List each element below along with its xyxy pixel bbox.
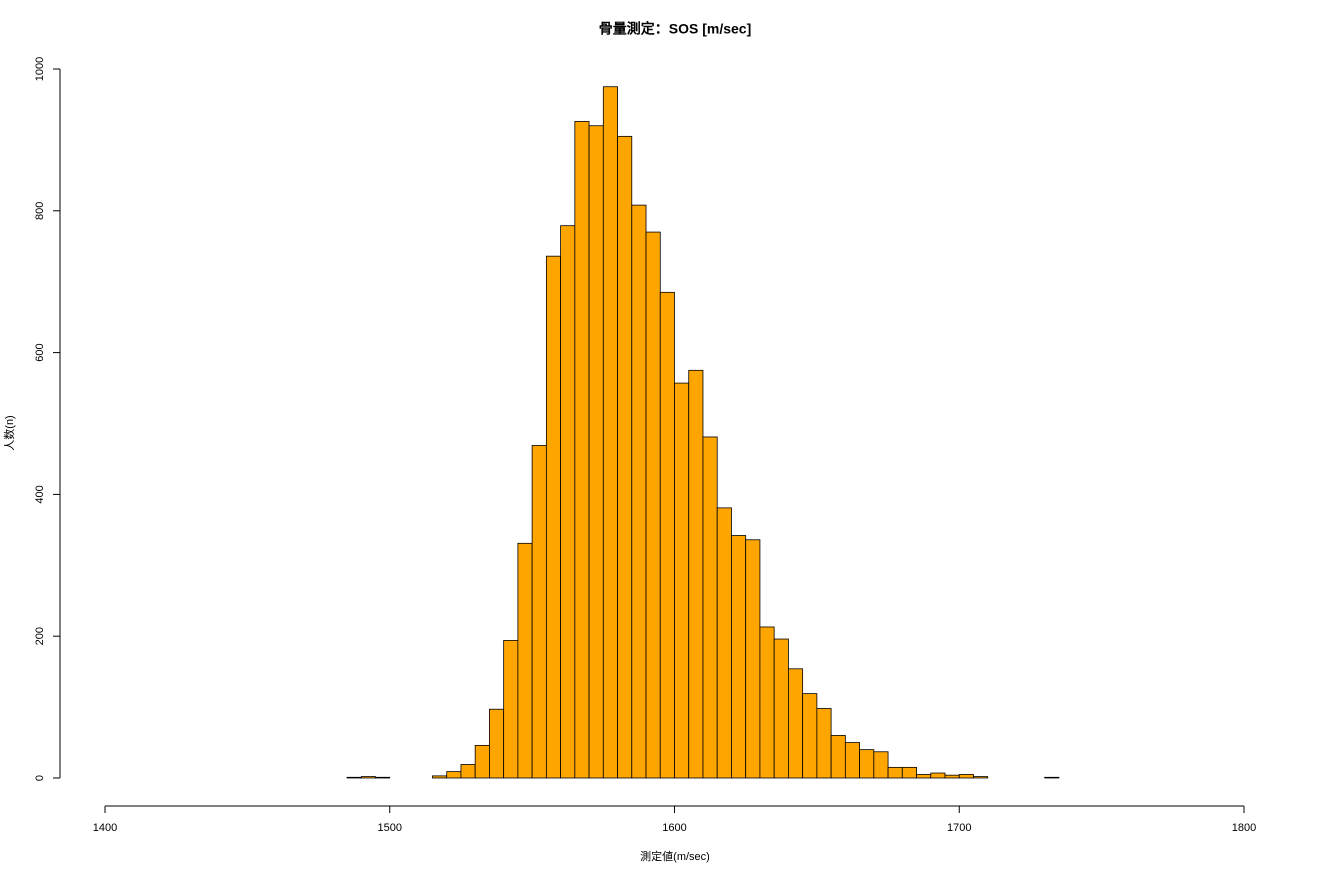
x-axis-label: 測定値(m/sec) [640,849,710,863]
bar [973,776,989,779]
bar [446,771,462,779]
x-tick-label: 1400 [93,822,117,834]
bar [517,542,533,779]
bar [375,776,391,779]
bar [887,766,903,779]
bar [346,776,362,779]
bar [588,125,604,779]
x-tick-label: 1600 [662,822,686,834]
y-tick-label: 400 [34,485,46,503]
bar [474,744,490,779]
y-tick-label: 800 [34,202,46,220]
chart-title: 骨量測定：SOS [m/sec] [599,21,751,37]
bar [830,735,846,779]
bar [788,668,804,779]
bar [773,638,789,779]
y-tick-label: 200 [34,627,46,645]
bar [1044,776,1060,779]
bar [602,86,618,779]
bar [645,231,661,779]
bar [859,749,875,779]
bar [489,708,505,779]
bar [432,775,448,779]
bar [731,535,747,779]
bar [802,693,818,779]
bar [958,774,974,779]
bar [901,766,917,779]
bar [460,764,476,779]
bar [716,507,732,779]
bar [674,382,690,779]
x-tick-label: 1800 [1232,822,1256,834]
bar [930,772,946,779]
bar [659,291,675,779]
y-tick-label: 0 [34,775,46,781]
bar [545,255,561,779]
bar [844,742,860,779]
bar [631,204,647,779]
y-tick-label: 600 [34,343,46,361]
bar [702,436,718,779]
bar [816,708,832,779]
bar [531,445,547,779]
y-axis-label: 人数(n) [3,415,16,450]
bar [503,640,519,779]
bar [574,121,590,779]
bar [745,539,761,779]
y-tick-label: 1000 [34,57,46,81]
bar [617,135,633,779]
bar [944,774,960,779]
bar [360,776,376,779]
bar [688,369,704,779]
x-tick-label: 1700 [947,822,971,834]
bar [560,225,576,779]
bar [759,626,775,779]
bar [873,751,889,779]
bar [916,774,932,779]
x-tick-label: 1500 [378,822,402,834]
